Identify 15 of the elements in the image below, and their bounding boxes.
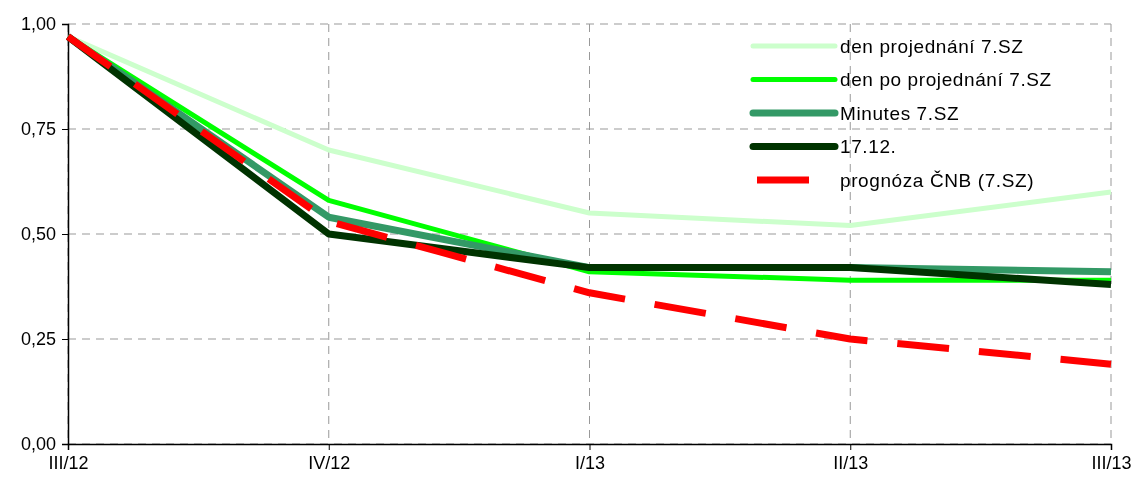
x-tick-label: III/13 bbox=[1091, 452, 1132, 473]
legend-label: den projednání 7.SZ bbox=[840, 35, 1024, 57]
y-tick-label: 0,00 bbox=[20, 434, 56, 455]
legend-label: den po projednání 7.SZ bbox=[840, 69, 1052, 91]
legend-label: prognóza ČNB (7.SZ) bbox=[840, 169, 1035, 191]
x-tick-label: III/12 bbox=[48, 452, 89, 473]
x-tick-label: IV/12 bbox=[308, 452, 351, 473]
legend-label: Minutes 7.SZ bbox=[840, 102, 960, 124]
x-tick-label: I/13 bbox=[574, 452, 606, 473]
y-tick-label: 0,25 bbox=[20, 329, 56, 350]
y-tick-label: 0,75 bbox=[20, 119, 56, 140]
x-tick-label: II/13 bbox=[833, 452, 869, 473]
y-tick-label: 0,50 bbox=[20, 224, 56, 245]
legend-label: 17.12. bbox=[840, 136, 897, 158]
y-tick-label: 1,00 bbox=[20, 14, 56, 35]
